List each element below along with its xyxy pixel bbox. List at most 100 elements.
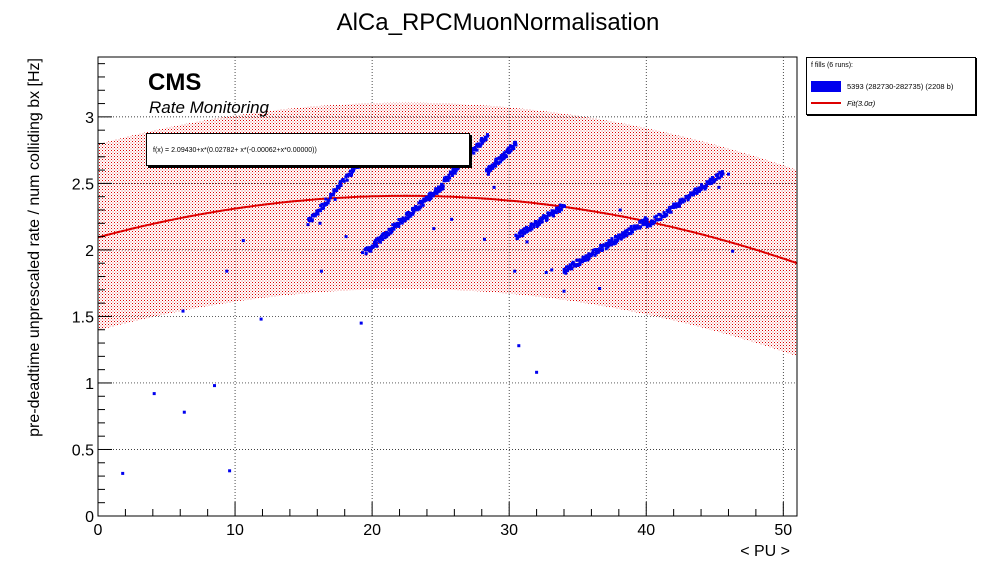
data-point [507,146,511,150]
y-tick-label: 2.5 [72,176,94,193]
data-point [660,215,664,219]
data-point [424,195,428,199]
data-point [554,211,558,215]
data-point [499,160,502,164]
data-point [558,210,562,214]
data-point [645,225,649,229]
data-point [333,188,337,192]
data-point [686,198,690,202]
data-point [599,243,603,247]
data-point [259,317,263,321]
data-point [580,260,584,264]
data-point [400,221,404,225]
data-point [535,370,539,374]
y-tick-label: 1 [85,376,94,393]
y-tick-label: 2 [85,243,94,260]
data-point [335,189,339,192]
data-point [604,242,608,246]
data-point [712,180,716,184]
data-point [610,237,614,241]
data-point [662,211,666,215]
data-point [435,191,439,195]
data-point [522,231,526,235]
data-point [720,174,723,178]
data-point [537,223,541,226]
data-point [566,266,570,270]
data-point [714,177,718,181]
data-point [643,216,647,220]
data-point [456,167,460,171]
data-point [604,247,608,251]
data-point [434,187,438,191]
data-point [337,184,340,188]
data-point [602,243,606,247]
legend-fit-label: Fit(3.0σ) [847,98,876,108]
data-point [393,225,397,229]
fit-band-layer [98,102,797,357]
data-point [569,264,573,268]
data-point [698,189,701,193]
data-point [532,225,536,229]
data-point [655,218,659,222]
legend-entry-series: 5393 (282730-282735) (2208 b) [811,80,953,92]
data-point [607,243,611,247]
data-point [485,169,489,173]
data-point [453,166,457,170]
data-point [427,195,431,199]
data-point [344,175,348,179]
x-tick-label: 50 [774,522,792,539]
data-point [228,469,232,473]
data-point [317,208,321,212]
data-point [439,185,443,189]
data-point [397,222,401,225]
fit-function-label: f(x) = 2.09430+x*(0.02782+ x*(-0.00062+x… [153,147,317,154]
data-point [625,228,629,232]
data-point [406,217,410,221]
data-point [517,231,521,235]
data-point [695,191,699,195]
cms-label: CMS [148,69,201,96]
data-point [444,178,448,182]
data-point [479,143,483,147]
data-point [225,269,229,273]
data-point [614,238,617,242]
data-point [593,253,597,257]
data-point [532,223,536,227]
data-point [696,189,700,193]
data-point [658,213,662,217]
data-point [625,233,629,237]
data-point [397,218,401,221]
data-point [313,213,317,217]
data-point [341,178,345,181]
data-point [324,197,328,201]
data-point [578,261,582,265]
data-point [319,269,323,273]
data-point [565,265,568,269]
data-point [504,154,508,158]
data-point [604,244,608,248]
data-point [469,150,473,154]
data-point [541,215,545,219]
data-point [512,147,516,151]
data-point [529,225,533,229]
data-point [328,196,332,200]
data-point [638,220,642,224]
data-point [540,220,544,224]
data-point [372,243,376,247]
data-point [645,217,649,221]
data-point [449,171,453,174]
data-point [350,172,353,176]
data-point [306,223,310,227]
data-point [525,229,529,233]
data-point [634,226,638,230]
cms-sublabel: Rate Monitoring [149,98,270,117]
data-point [545,215,549,219]
data-point [316,212,320,216]
x-tick-label: 10 [226,522,244,539]
data-point [593,248,597,252]
data-point [669,210,673,214]
data-point [606,245,610,249]
data-point [429,196,433,200]
x-tick-label: 0 [94,522,103,539]
data-point [397,224,401,228]
